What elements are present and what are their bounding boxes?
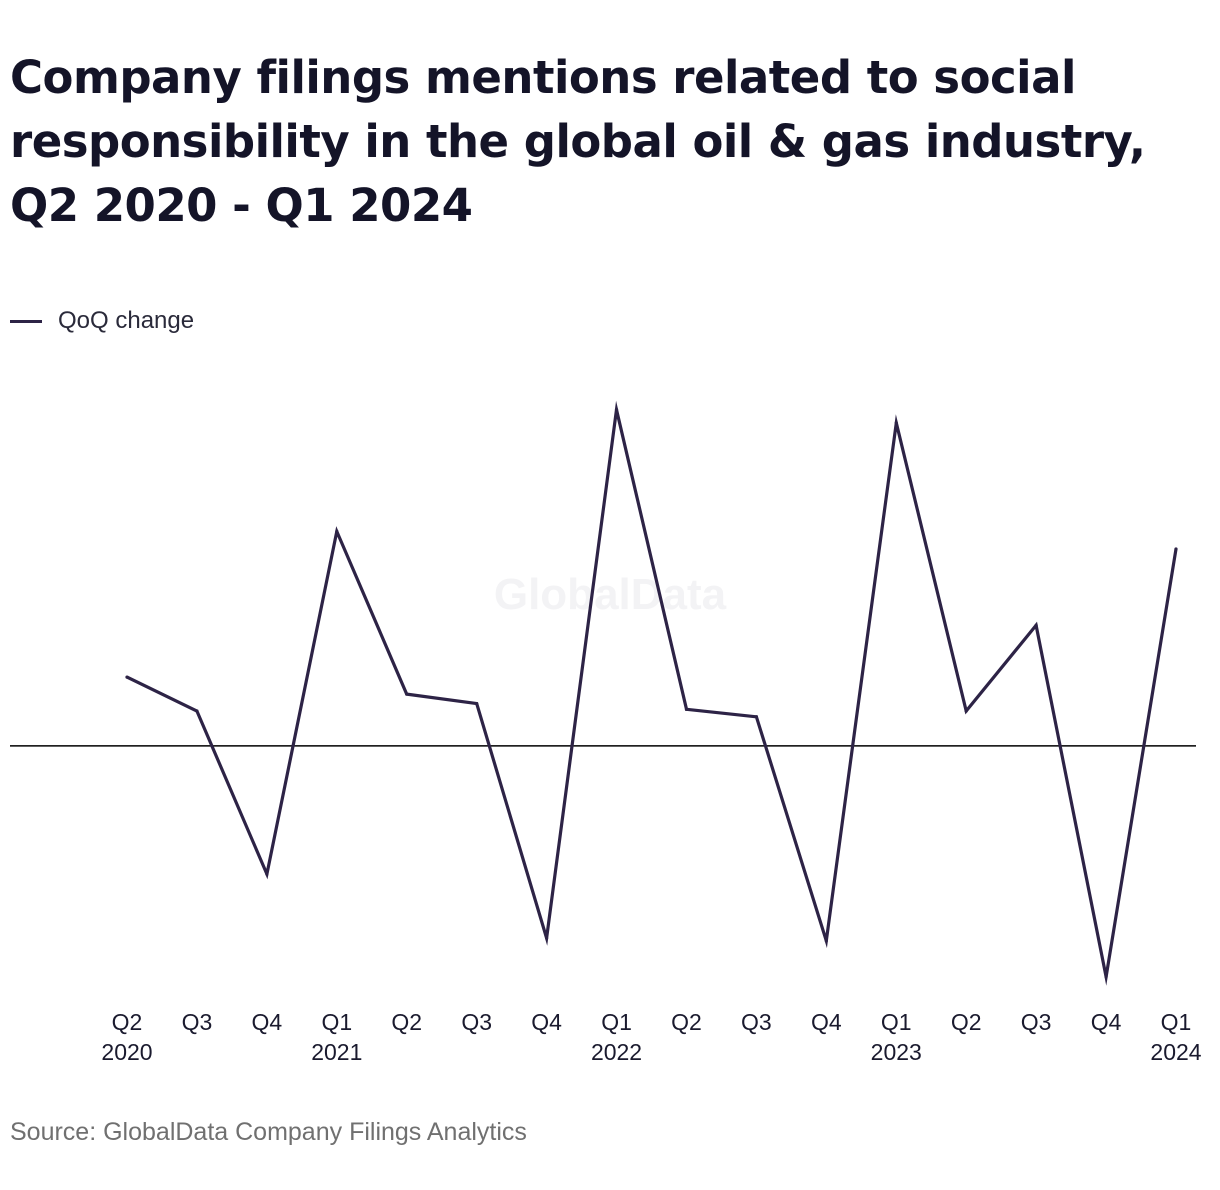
chart-title: Company filings mentions related to soci… (10, 51, 1146, 232)
x-tick-label-quarter: Q1 (881, 1009, 912, 1035)
x-tick-label-quarter: Q3 (1021, 1009, 1052, 1035)
data-point (475, 701, 479, 706)
data-point (545, 936, 549, 940)
x-tick-label-year: 2023 (871, 1039, 922, 1065)
x-tick-label-quarter: Q4 (531, 1009, 562, 1035)
data-point (265, 872, 269, 876)
data-point (1104, 975, 1108, 979)
data-point (614, 408, 619, 412)
x-tick-label-quarter: Q1 (1161, 1009, 1192, 1035)
x-tick-label-quarter: Q2 (112, 1009, 143, 1035)
x-tick-label-year: 2021 (311, 1039, 362, 1065)
x-tick-label-quarter: Q2 (951, 1009, 982, 1035)
data-point (125, 675, 129, 679)
data-point (1174, 547, 1178, 551)
x-tick-label-quarter: Q4 (1091, 1009, 1122, 1035)
x-tick-label-quarter: Q2 (671, 1009, 702, 1035)
source-note: Source: GlobalData Company Filings Analy… (10, 1118, 527, 1146)
watermark: GlobalData (493, 570, 727, 619)
data-point (335, 529, 339, 533)
legend-line-swatch (10, 319, 42, 323)
data-point (754, 715, 759, 719)
data-point (405, 692, 409, 696)
data-point (1034, 623, 1038, 627)
legend: QoQ change (10, 306, 194, 336)
data-point (684, 707, 689, 711)
legend-label-qoq-change: QoQ change (58, 307, 195, 334)
x-tick-label-year: 2024 (1150, 1039, 1201, 1065)
x-tick-label-year: 2022 (591, 1039, 642, 1065)
x-tick-label-quarter: Q3 (182, 1009, 213, 1035)
x-tick-label-quarter: Q1 (321, 1009, 352, 1035)
data-point (824, 939, 828, 943)
x-tick-label-quarter: Q4 (811, 1009, 842, 1035)
x-tick-label-quarter: Q1 (601, 1009, 632, 1035)
x-tick-label-quarter: Q3 (741, 1009, 772, 1035)
x-tick-label-quarter: Q4 (252, 1009, 283, 1035)
x-tick-label-quarter: Q3 (461, 1009, 492, 1035)
data-point (964, 709, 968, 713)
line-chart: Q2 2020 Q3 Q4 Q1 2021 Q2 Q3 Q4 Q1 2022 Q2 Q3 Q4 Q1 2023… (10, 400, 1202, 1065)
data-point (894, 421, 898, 425)
data-point (195, 709, 199, 713)
x-tick-label-quarter: Q2 (391, 1009, 422, 1035)
series-line-qoq-change (126, 400, 1178, 986)
x-tick-label-year: 2020 (101, 1039, 152, 1065)
